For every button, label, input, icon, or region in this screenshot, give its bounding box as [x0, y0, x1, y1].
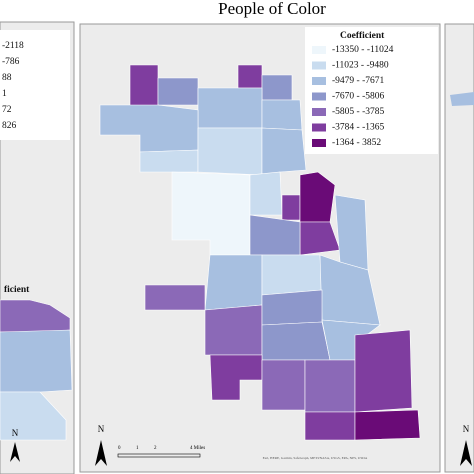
region	[197, 87, 263, 129]
region	[299, 171, 336, 223]
scale-label: 0	[118, 446, 121, 451]
region	[261, 74, 293, 101]
legend-label: -2118	[2, 41, 24, 51]
region	[261, 254, 323, 296]
region	[261, 99, 303, 131]
region	[197, 127, 263, 176]
region	[129, 64, 159, 111]
scale-label: 4 Miles	[190, 446, 205, 451]
scale-bar	[117, 453, 201, 458]
region	[249, 171, 283, 216]
north-arrow	[10, 442, 20, 462]
legend-box	[0, 30, 70, 140]
region	[204, 304, 263, 356]
legend-label: -7670 - -5806	[332, 92, 384, 102]
region	[144, 284, 206, 311]
legend-label: -3784 - -1365	[332, 123, 384, 133]
region	[261, 359, 306, 411]
legend-swatch	[312, 92, 326, 101]
legend-swatch	[312, 139, 326, 147]
north-label: N	[12, 428, 19, 438]
legend-label: 1	[2, 89, 7, 99]
scale-label: 2	[154, 446, 157, 451]
region	[204, 254, 263, 311]
legend-label: 88	[2, 73, 12, 83]
legend-label: 72	[2, 105, 12, 115]
north-label: N	[463, 424, 470, 434]
region	[249, 214, 301, 256]
legend-swatch	[312, 61, 326, 70]
legend-swatch	[312, 108, 326, 116]
region	[354, 329, 413, 413]
panel-frame	[444, 23, 474, 473]
title: People of Color	[218, 0, 326, 18]
region	[261, 127, 307, 176]
region	[0, 329, 73, 393]
legend-title: ficient	[4, 285, 30, 295]
region	[354, 409, 421, 441]
region	[281, 194, 301, 221]
region	[304, 411, 356, 441]
legend-label: -9479 - -7671	[332, 76, 384, 86]
legend-label: -786	[2, 57, 20, 67]
legend-label: 826	[2, 121, 17, 131]
region	[304, 359, 356, 413]
region	[237, 64, 263, 89]
legend-swatch	[312, 77, 326, 85]
region	[209, 354, 263, 401]
region	[139, 149, 199, 173]
legend-swatch	[312, 123, 326, 132]
legend-label: -11023 - -9480	[332, 61, 389, 71]
legend-swatch	[312, 46, 326, 54]
right-panel: N	[444, 23, 474, 473]
left-panel: ficient N	[0, 21, 75, 474]
north-arrow	[460, 440, 472, 466]
region	[261, 321, 331, 361]
legend-box	[305, 27, 438, 154]
region	[334, 194, 369, 271]
legend-label: -1364 - 3852	[332, 138, 381, 148]
attribution: Esri, HERE, Garmin, SafeGraph, METI/NASA…	[263, 456, 368, 461]
region	[157, 77, 199, 106]
legend-title: Coefficient	[340, 31, 385, 41]
legend-label: -13350 - -11024	[332, 45, 394, 55]
north-arrow	[95, 440, 107, 466]
region	[0, 391, 67, 441]
center-panel: Coefficient N Esri, HERE, Garmin, SafeGr…	[79, 23, 441, 473]
region	[450, 92, 474, 106]
scale-label: 1	[136, 446, 139, 451]
region	[261, 289, 323, 326]
legend-label: -5805 - -3785	[332, 107, 384, 117]
north-label: N	[98, 424, 105, 434]
